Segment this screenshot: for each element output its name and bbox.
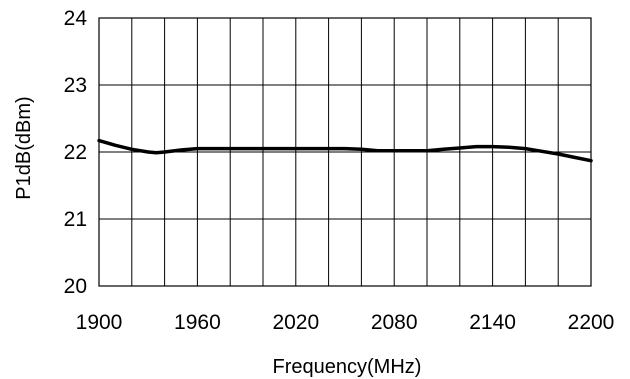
x-tick-label: 1960 (174, 311, 221, 334)
grid (99, 18, 591, 286)
y-tick-label: 21 (64, 208, 87, 231)
y-tick-label: 20 (64, 275, 87, 298)
x-tick-label: 2200 (568, 311, 615, 334)
y-axis-title: P1dB(dBm) (13, 96, 35, 199)
p1db-series-line (97, 138, 593, 163)
plot-area-frame (98, 17, 592, 287)
y-tick-label: 22 (64, 141, 87, 164)
x-tick-label: 1900 (76, 311, 123, 334)
y-tick-label: 23 (64, 74, 87, 97)
series-layer (97, 138, 593, 163)
x-tick-label: 2140 (469, 311, 516, 334)
y-tick-labels: 20 21 22 23 24 (64, 7, 88, 298)
x-tick-label: 2080 (371, 311, 418, 334)
x-tick-labels: 1900 1960 2020 2080 2140 2200 (76, 311, 615, 334)
x-axis-title: Frequency(MHz) (273, 356, 422, 378)
y-tick-label: 24 (64, 7, 88, 30)
x-tick-label: 2020 (272, 311, 319, 334)
